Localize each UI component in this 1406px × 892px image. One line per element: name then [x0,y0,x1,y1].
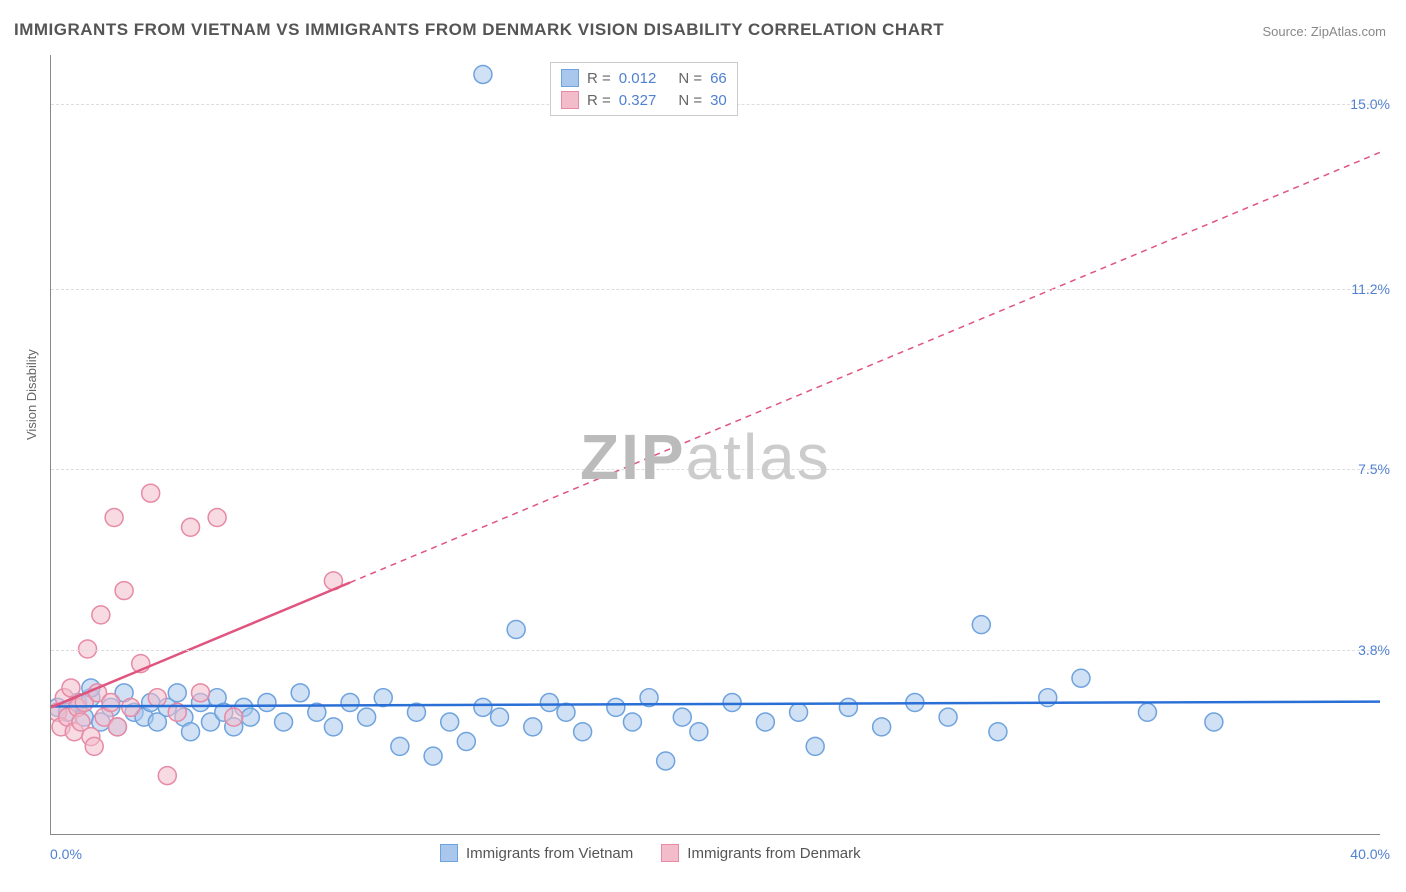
scatter-point [1072,669,1090,687]
legend-r-label: R = [587,70,611,87]
scatter-point [972,616,990,634]
scatter-point [524,718,542,736]
legend-series: Immigrants from Vietnam Immigrants from … [440,844,861,862]
legend-series-item: Immigrants from Vietnam [440,844,633,862]
scatter-point [148,689,166,707]
chart-container: IMMIGRANTS FROM VIETNAM VS IMMIGRANTS FR… [0,0,1406,892]
legend-n-value: 30 [710,92,727,109]
scatter-point [85,737,103,755]
legend-correlation-row: R = 0.327 N = 30 [561,89,727,111]
y-tick-label: 3.8% [1358,642,1390,658]
scatter-point [756,713,774,731]
legend-correlation: R = 0.012 N = 66 R = 0.327 N = 30 [550,62,738,116]
source-label: Source: ZipAtlas.com [1262,24,1386,39]
scatter-point [441,713,459,731]
scatter-point [574,723,592,741]
scatter-point [182,518,200,536]
x-tick-label: 40.0% [1350,846,1390,862]
scatter-point [258,694,276,712]
scatter-point [457,733,475,751]
x-tick-label: 0.0% [50,846,82,862]
legend-n-label: N = [678,70,702,87]
legend-n-value: 66 [710,70,727,87]
scatter-point [241,708,259,726]
scatter-point [168,684,186,702]
scatter-point [540,694,558,712]
legend-swatch [561,91,579,109]
trend-line-dashed [350,152,1380,582]
scatter-point [723,694,741,712]
y-axis-label: Vision Disability [24,349,39,440]
scatter-point [182,723,200,741]
scatter-point [1138,703,1156,721]
scatter-point [324,718,342,736]
scatter-point [474,65,492,83]
scatter-point [102,694,120,712]
plot-area [50,55,1380,835]
legend-r-label: R = [587,92,611,109]
scatter-point [192,684,210,702]
scatter-point [158,767,176,785]
gridline [51,650,1380,651]
legend-n-label: N = [678,92,702,109]
scatter-point [873,718,891,736]
scatter-point [225,708,243,726]
scatter-point [806,737,824,755]
scatter-point [491,708,509,726]
scatter-point [623,713,641,731]
scatter-point [673,708,691,726]
legend-series-label: Immigrants from Vietnam [466,845,633,862]
scatter-point [291,684,309,702]
scatter-point [341,694,359,712]
plot-svg [51,55,1380,834]
scatter-point [839,698,857,716]
chart-title: IMMIGRANTS FROM VIETNAM VS IMMIGRANTS FR… [14,20,944,40]
scatter-point [989,723,1007,741]
legend-swatch [661,844,679,862]
legend-series-item: Immigrants from Denmark [661,844,860,862]
scatter-point [557,703,575,721]
scatter-point [391,737,409,755]
scatter-point [474,698,492,716]
scatter-point [142,484,160,502]
y-tick-label: 15.0% [1350,96,1390,112]
legend-correlation-row: R = 0.012 N = 66 [561,67,727,89]
scatter-point [358,708,376,726]
gridline [51,469,1380,470]
legend-r-value: 0.012 [619,70,657,87]
scatter-point [507,621,525,639]
scatter-point [115,582,133,600]
scatter-point [92,606,110,624]
scatter-point [607,698,625,716]
scatter-point [105,509,123,527]
scatter-point [790,703,808,721]
scatter-point [1205,713,1223,731]
legend-swatch [561,69,579,87]
scatter-point [62,679,80,697]
scatter-point [690,723,708,741]
scatter-point [275,713,293,731]
scatter-point [424,747,442,765]
y-tick-label: 11.2% [1351,281,1390,297]
legend-r-value: 0.327 [619,92,657,109]
legend-swatch [440,844,458,862]
gridline [51,289,1380,290]
scatter-point [108,718,126,736]
scatter-point [208,509,226,527]
y-tick-label: 7.5% [1358,461,1390,477]
scatter-point [939,708,957,726]
scatter-point [657,752,675,770]
legend-series-label: Immigrants from Denmark [687,845,860,862]
